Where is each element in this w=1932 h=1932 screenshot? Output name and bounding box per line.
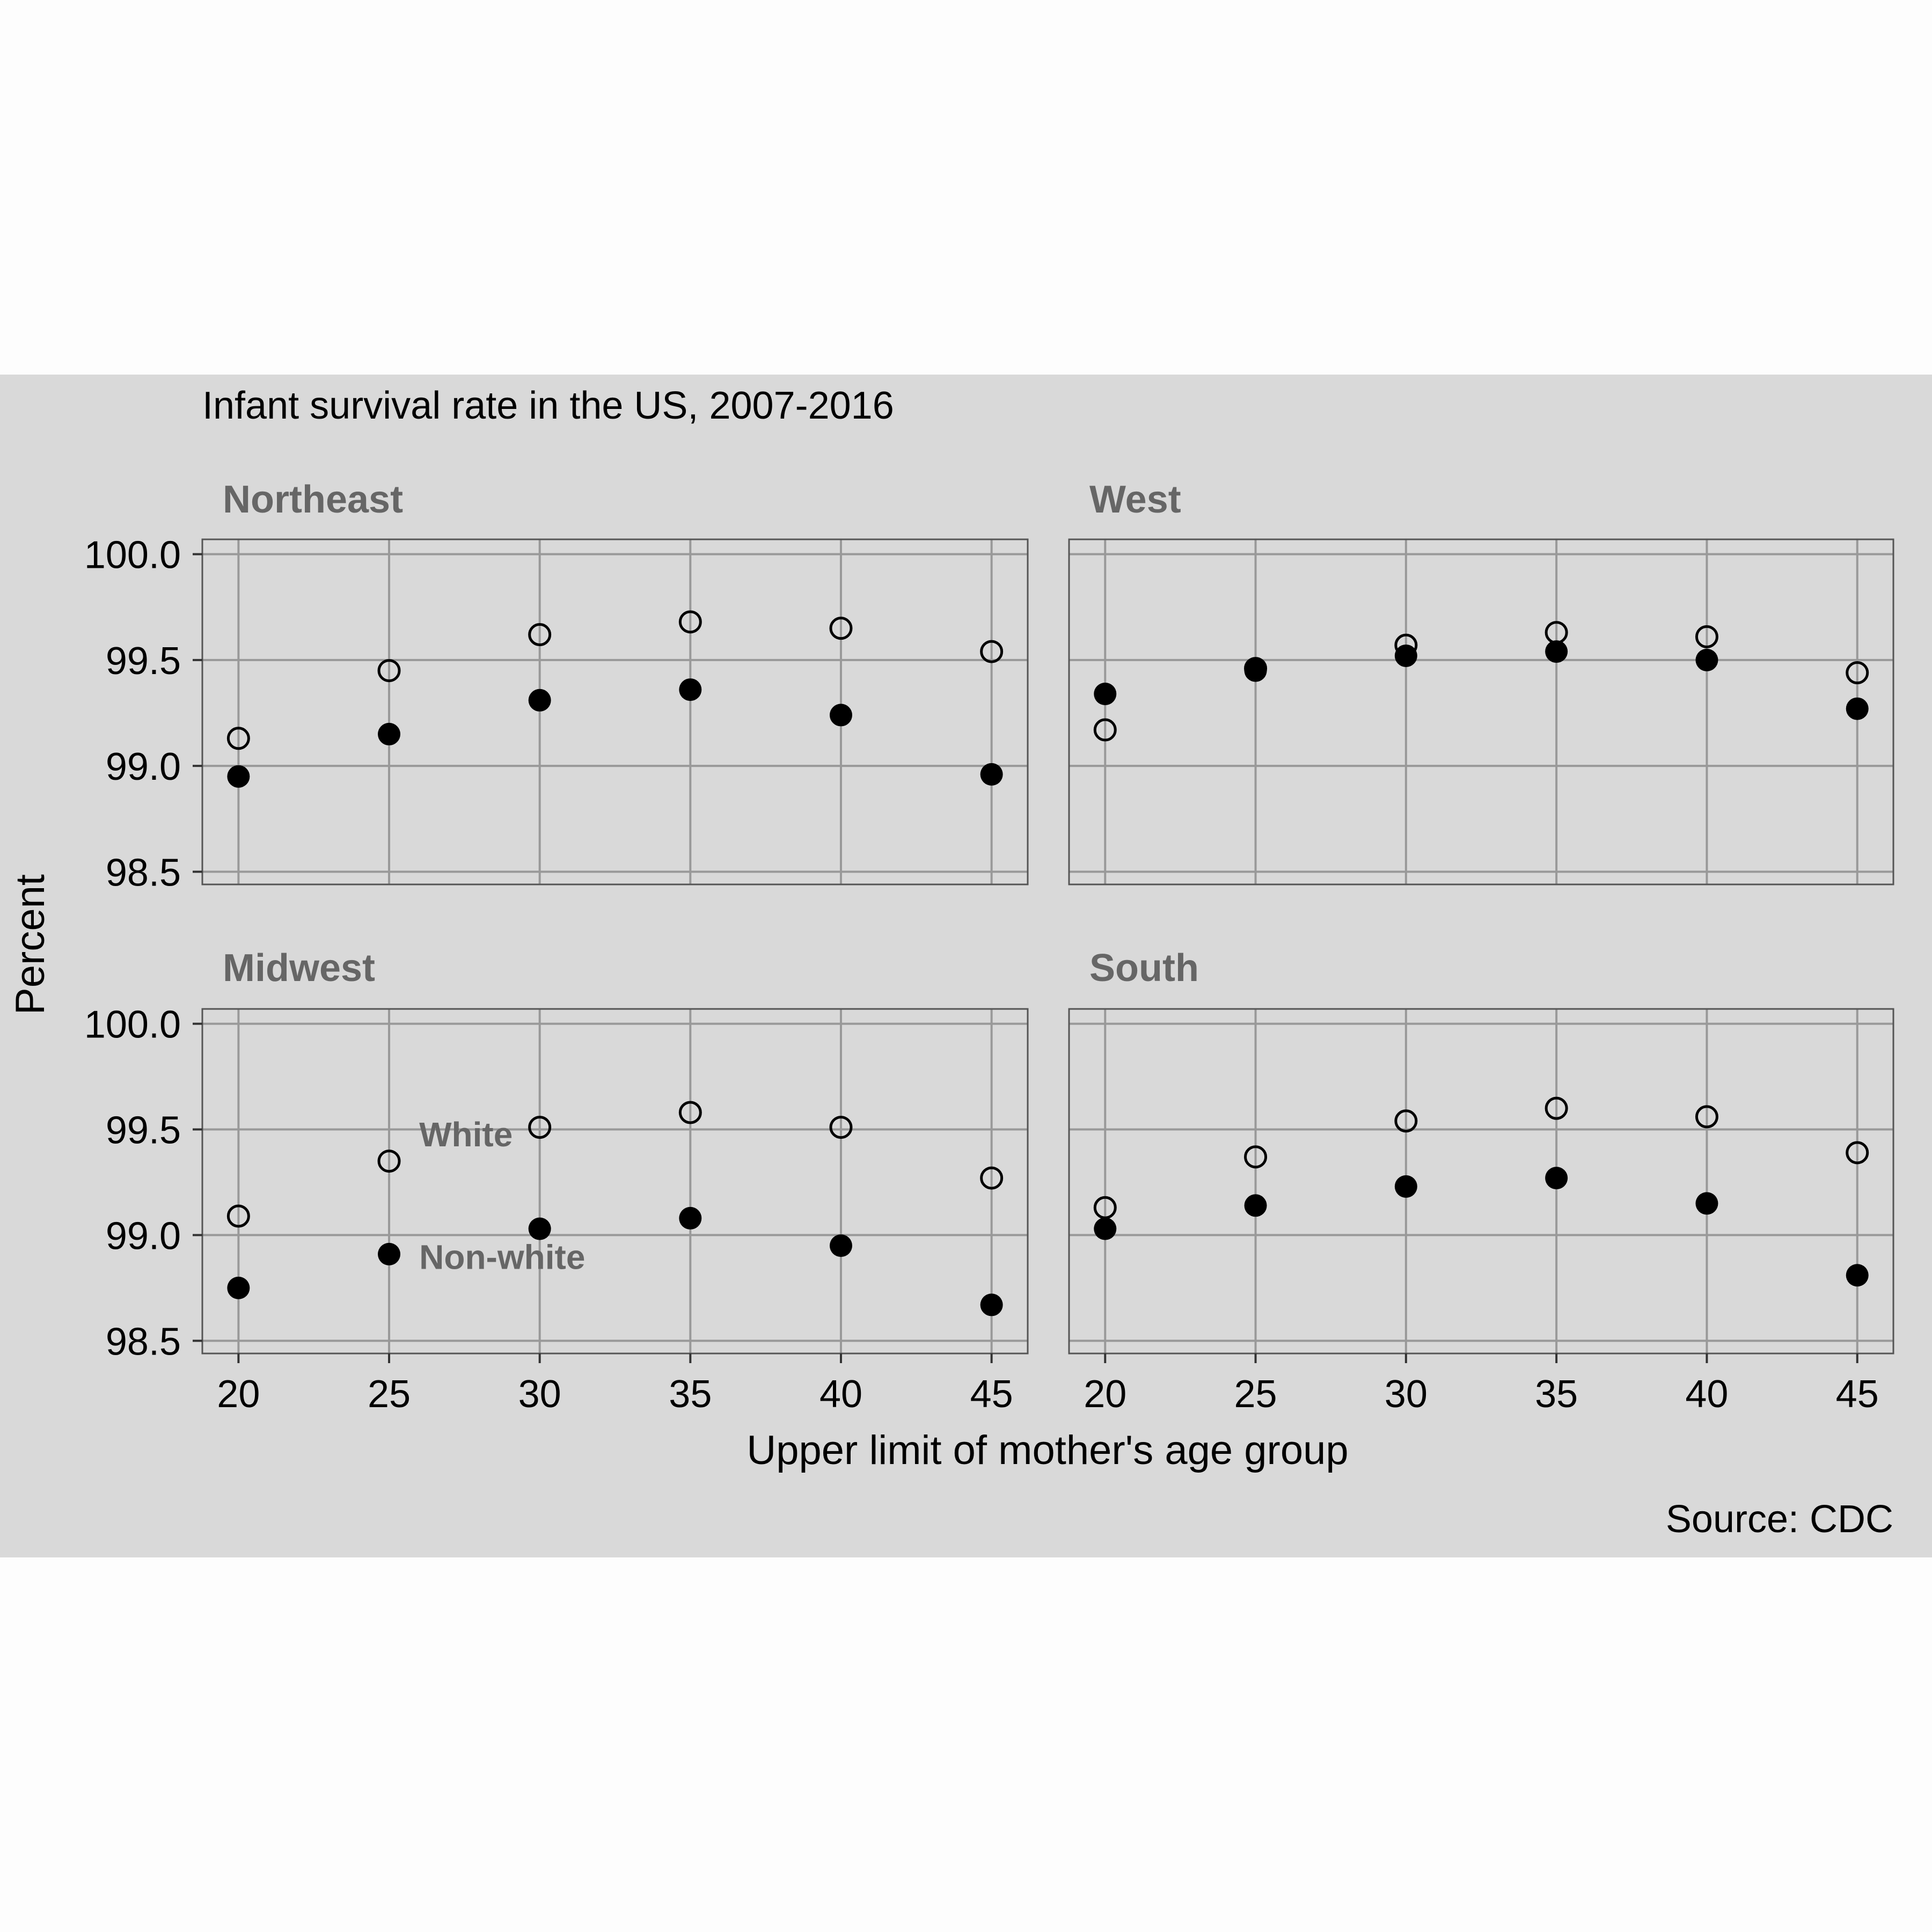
- point-non-white: [1244, 659, 1267, 682]
- point-white: [1244, 1145, 1268, 1169]
- point-white: [678, 610, 702, 634]
- x-axis-title: Upper limit of mother's age group: [747, 1428, 1348, 1473]
- source-caption: Source: CDC: [1666, 1498, 1893, 1541]
- x-tick-label: 30: [1385, 1373, 1428, 1416]
- point-non-white: [980, 1293, 1003, 1316]
- panel-midwest: Midwest 98.5 99.0 99.5 100.0 20 25 30 35 40 45 Whit…: [84, 947, 1029, 1416]
- point-white: [980, 1166, 1004, 1190]
- y-tick-label: 98.5: [106, 1320, 181, 1363]
- x-tick-label: 20: [217, 1373, 260, 1416]
- point-non-white: [1244, 1194, 1267, 1217]
- point-non-white: [1695, 1192, 1718, 1215]
- point-non-white: [1394, 644, 1417, 667]
- x-tick-label: 40: [1685, 1373, 1728, 1416]
- y-tick-label: 99.5: [106, 640, 181, 683]
- point-non-white: [227, 765, 250, 788]
- x-tick-label: 30: [518, 1373, 561, 1416]
- point-white: [829, 1116, 853, 1139]
- facet-panels: Northeast 98.5 99.0 99.5 100.0 West Midwest 98.…: [84, 478, 1894, 1416]
- panel-border: [201, 1008, 1029, 1355]
- y-tick-label: 99.0: [106, 745, 181, 788]
- panel-west: West: [1068, 478, 1894, 885]
- point-non-white: [679, 678, 702, 701]
- series-annotation: White: [419, 1115, 513, 1154]
- y-tick-label: 100.0: [84, 1004, 181, 1046]
- x-tick-label: 40: [819, 1373, 862, 1416]
- point-white: [377, 659, 401, 683]
- y-tick-label: 99.5: [106, 1109, 181, 1152]
- series-annotation: Non-white: [419, 1238, 585, 1276]
- point-white: [1394, 1109, 1418, 1133]
- point-white: [980, 640, 1004, 663]
- point-non-white: [1094, 1217, 1117, 1240]
- point-non-white: [1545, 1167, 1568, 1190]
- point-non-white: [378, 1242, 401, 1265]
- facet-label: South: [1089, 947, 1199, 990]
- panel-south: South 20 25 30 35 40 45: [1068, 947, 1894, 1416]
- x-tick-label: 25: [368, 1373, 411, 1416]
- point-white: [226, 727, 250, 750]
- point-white: [829, 617, 853, 640]
- point-white: [1846, 661, 1869, 685]
- panel-border: [201, 538, 1029, 885]
- facet-label: West: [1089, 478, 1181, 521]
- point-non-white: [1846, 697, 1869, 720]
- point-non-white: [528, 689, 551, 712]
- point-white: [528, 1116, 552, 1139]
- panel-border: [1068, 1008, 1894, 1355]
- y-tick-label: 99.0: [106, 1214, 181, 1257]
- point-non-white: [980, 763, 1003, 786]
- point-non-white: [227, 1276, 250, 1299]
- x-tick-label: 20: [1084, 1373, 1126, 1416]
- point-non-white: [528, 1217, 551, 1240]
- point-non-white: [829, 1234, 852, 1257]
- point-non-white: [1394, 1175, 1417, 1198]
- point-white: [1695, 625, 1718, 648]
- point-white: [226, 1204, 250, 1228]
- facet-label: Northeast: [223, 478, 403, 521]
- point-white: [1545, 1096, 1568, 1120]
- x-tick-label: 35: [1535, 1373, 1578, 1416]
- point-white: [528, 623, 552, 647]
- point-non-white: [829, 704, 852, 727]
- point-non-white: [1545, 640, 1568, 663]
- point-non-white: [378, 722, 401, 745]
- y-tick-label: 100.0: [84, 534, 181, 577]
- chart-title: Infant survival rate in the US, 2007-201…: [202, 384, 894, 427]
- y-tick-label: 98.5: [106, 851, 181, 894]
- point-non-white: [1846, 1264, 1869, 1287]
- point-white: [678, 1101, 702, 1124]
- point-white: [1846, 1141, 1869, 1165]
- point-non-white: [1094, 682, 1117, 705]
- facet-label: Midwest: [223, 947, 375, 990]
- x-tick-label: 45: [970, 1373, 1013, 1416]
- panel-northeast: Northeast 98.5 99.0 99.5 100.0: [84, 478, 1029, 894]
- point-non-white: [679, 1206, 702, 1230]
- point-white: [377, 1150, 401, 1173]
- point-white: [1093, 718, 1117, 742]
- panel-border: [1068, 538, 1894, 885]
- y-axis-title: Percent: [8, 874, 53, 1015]
- plot-background: [0, 375, 1932, 1557]
- x-tick-label: 25: [1234, 1373, 1277, 1416]
- point-white: [1695, 1105, 1718, 1129]
- x-tick-label: 35: [669, 1373, 712, 1416]
- x-tick-label: 45: [1836, 1373, 1879, 1416]
- point-non-white: [1695, 648, 1718, 671]
